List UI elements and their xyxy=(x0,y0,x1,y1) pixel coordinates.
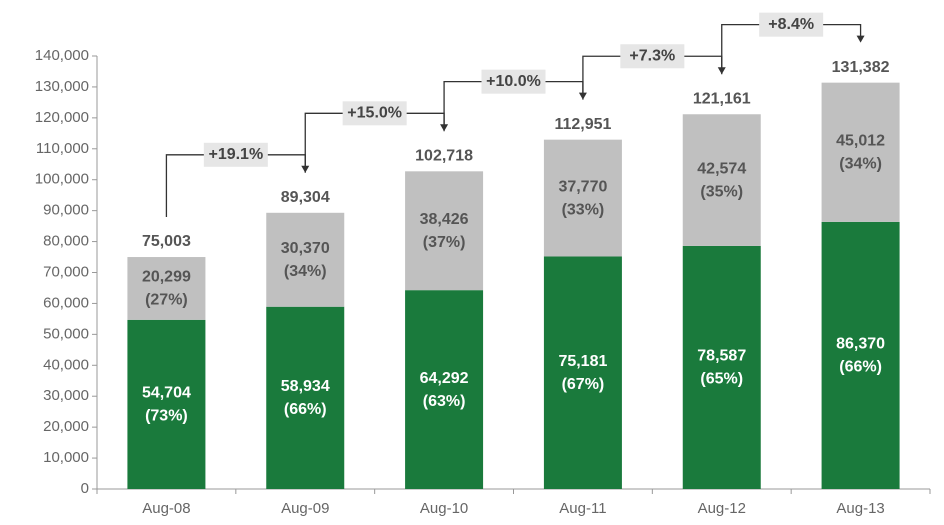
value-label: 42,574 xyxy=(697,160,746,177)
value-label: 78,587 xyxy=(697,348,746,365)
growth-label: +10.0% xyxy=(486,73,541,90)
value-label: 45,012 xyxy=(836,132,885,149)
share-label: (33%) xyxy=(562,201,605,218)
growth-label: +7.3% xyxy=(629,47,675,64)
y-tick-label: 80,000 xyxy=(43,233,89,250)
share-label: (34%) xyxy=(284,263,327,280)
y-tick-label: 90,000 xyxy=(43,202,89,219)
y-tick-label: 100,000 xyxy=(35,171,89,188)
arrow-head xyxy=(856,35,865,43)
growth-box xyxy=(620,44,685,69)
bar-segment xyxy=(266,212,345,307)
x-tick-label: Aug-09 xyxy=(281,500,329,517)
bar-segment xyxy=(543,139,622,257)
growth-label: +8.4% xyxy=(768,16,814,33)
y-tick-label: 120,000 xyxy=(35,109,89,126)
share-label: (67%) xyxy=(562,376,605,393)
total-label: 75,003 xyxy=(142,233,191,250)
y-tick-label: 30,000 xyxy=(43,387,89,404)
x-tick-label: Aug-11 xyxy=(559,500,606,517)
y-tick-label: 60,000 xyxy=(43,294,89,311)
bar-segment xyxy=(682,245,761,489)
y-tick-label: 40,000 xyxy=(43,356,89,373)
total-label: 89,304 xyxy=(281,189,330,206)
y-tick-label: 70,000 xyxy=(43,263,89,280)
y-tick-label: 0 xyxy=(81,480,89,497)
bar-segment xyxy=(682,114,761,246)
bar-segment xyxy=(127,319,206,489)
y-tick-label: 110,000 xyxy=(36,140,89,157)
x-tick-label: Aug-13 xyxy=(836,500,884,517)
share-label: (63%) xyxy=(423,393,466,410)
share-label: (66%) xyxy=(839,359,882,376)
growth-box xyxy=(342,101,407,126)
share-label: (65%) xyxy=(700,371,743,388)
total-label: 102,718 xyxy=(415,148,473,165)
x-tick-label: Aug-08 xyxy=(142,500,190,517)
total-label: 112,951 xyxy=(554,116,611,133)
growth-label: +15.0% xyxy=(347,105,402,122)
share-label: (34%) xyxy=(839,155,882,172)
y-tick-label: 10,000 xyxy=(43,449,89,466)
growth-box xyxy=(481,69,546,94)
share-label: (66%) xyxy=(284,401,327,418)
value-label: 54,704 xyxy=(142,385,191,402)
share-label: (73%) xyxy=(145,408,188,425)
x-tick-label: Aug-12 xyxy=(698,500,746,517)
share-label: (37%) xyxy=(423,234,466,251)
bar-segment xyxy=(543,256,622,489)
value-label: 30,370 xyxy=(281,240,330,257)
bar-segment xyxy=(266,306,345,489)
value-label: 37,770 xyxy=(558,178,607,195)
bar-segment xyxy=(821,221,900,489)
bar-segment xyxy=(405,290,484,489)
growth-box xyxy=(759,12,824,37)
y-tick-label: 130,000 xyxy=(35,78,89,95)
share-label: (35%) xyxy=(700,183,743,200)
value-label: 75,181 xyxy=(558,353,607,370)
growth-box xyxy=(203,142,268,167)
total-label: 131,382 xyxy=(832,59,890,76)
y-tick-label: 20,000 xyxy=(43,418,89,435)
value-label: 58,934 xyxy=(281,378,330,395)
y-tick-label: 50,000 xyxy=(43,325,89,342)
y-tick-label: 140,000 xyxy=(35,47,89,64)
share-label: (27%) xyxy=(145,292,188,309)
value-label: 20,299 xyxy=(142,269,191,286)
x-tick-label: Aug-10 xyxy=(420,500,468,517)
total-label: 121,161 xyxy=(693,90,751,107)
bar-segment xyxy=(821,82,900,222)
growth-label: +19.1% xyxy=(208,146,263,163)
bar-segment xyxy=(127,257,206,320)
value-label: 86,370 xyxy=(836,336,885,353)
bar-segment xyxy=(405,171,484,291)
value-label: 64,292 xyxy=(420,370,469,387)
value-label: 38,426 xyxy=(420,211,469,228)
